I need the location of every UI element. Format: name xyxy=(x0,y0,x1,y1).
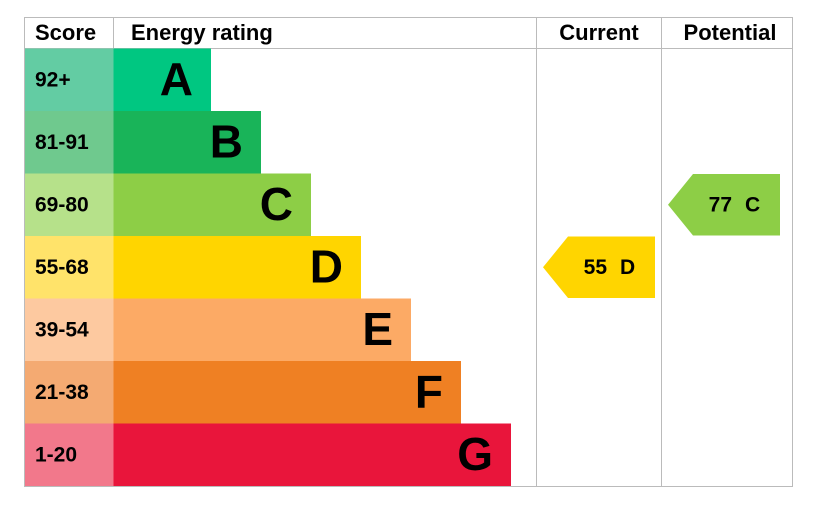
score-label: 21-38 xyxy=(35,381,89,404)
score-label: 39-54 xyxy=(35,318,89,341)
band-letter: C xyxy=(260,178,293,230)
frame xyxy=(24,17,793,487)
score-cell xyxy=(25,111,114,174)
score-cell xyxy=(25,423,114,486)
band-letter: G xyxy=(457,428,493,480)
rating-bar xyxy=(113,173,311,236)
score-label: 81-91 xyxy=(35,131,89,154)
band-letter: A xyxy=(160,53,193,105)
rating-bar xyxy=(113,48,211,111)
band-letter: E xyxy=(362,303,393,355)
header-rating: Energy rating xyxy=(131,20,273,45)
header-score: Score xyxy=(35,20,96,45)
band-letter: F xyxy=(415,365,443,417)
score-cell xyxy=(25,361,114,424)
header-current: Current xyxy=(559,20,639,45)
score-cell xyxy=(25,173,114,236)
score-cell xyxy=(25,48,114,111)
rating-bar xyxy=(113,236,361,299)
score-label: 55-68 xyxy=(35,256,89,279)
rating-bar xyxy=(113,111,261,174)
band-letter: B xyxy=(210,115,243,167)
score-cell xyxy=(25,236,114,299)
score-label: 69-80 xyxy=(35,193,89,216)
rating-bar xyxy=(113,298,411,361)
current-value: 55 xyxy=(584,256,608,279)
score-cell xyxy=(25,298,114,361)
band-letter: D xyxy=(310,240,343,292)
potential-value: 77 xyxy=(709,193,732,216)
current-rating: D xyxy=(620,256,635,279)
score-label: 92+ xyxy=(35,68,71,91)
rating-bar xyxy=(113,361,461,424)
table-frame xyxy=(24,17,793,487)
header-potential: Potential xyxy=(684,20,777,45)
current-arrow xyxy=(543,236,655,298)
score-label: 1-20 xyxy=(35,443,77,466)
potential-rating: C xyxy=(745,193,760,216)
rating-bar xyxy=(113,423,511,486)
potential-arrow xyxy=(668,174,780,236)
